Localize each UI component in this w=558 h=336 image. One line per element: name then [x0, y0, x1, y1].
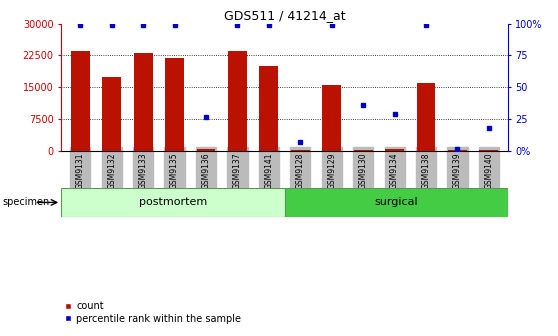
Bar: [71, 51, 90, 151]
Bar: [323, 85, 341, 151]
FancyBboxPatch shape: [285, 188, 508, 217]
Bar: [354, 150, 373, 151]
Bar: [385, 150, 404, 151]
Bar: [102, 77, 121, 151]
FancyBboxPatch shape: [61, 188, 285, 217]
Bar: [196, 150, 215, 151]
Bar: [291, 150, 310, 151]
Bar: [448, 150, 467, 151]
Bar: [165, 57, 184, 151]
Legend: count, percentile rank within the sample: count, percentile rank within the sample: [61, 297, 245, 328]
Title: GDS511 / 41214_at: GDS511 / 41214_at: [224, 9, 345, 23]
Text: specimen: specimen: [3, 198, 50, 207]
Bar: [479, 150, 498, 151]
Bar: [228, 51, 247, 151]
Text: surgical: surgical: [374, 198, 418, 207]
Text: postmortem: postmortem: [139, 198, 207, 207]
Bar: [134, 53, 152, 151]
Bar: [417, 83, 435, 151]
Bar: [259, 66, 278, 151]
